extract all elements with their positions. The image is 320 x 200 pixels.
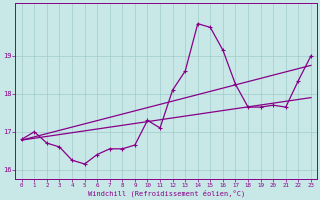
X-axis label: Windchill (Refroidissement éolien,°C): Windchill (Refroidissement éolien,°C) — [88, 190, 245, 197]
